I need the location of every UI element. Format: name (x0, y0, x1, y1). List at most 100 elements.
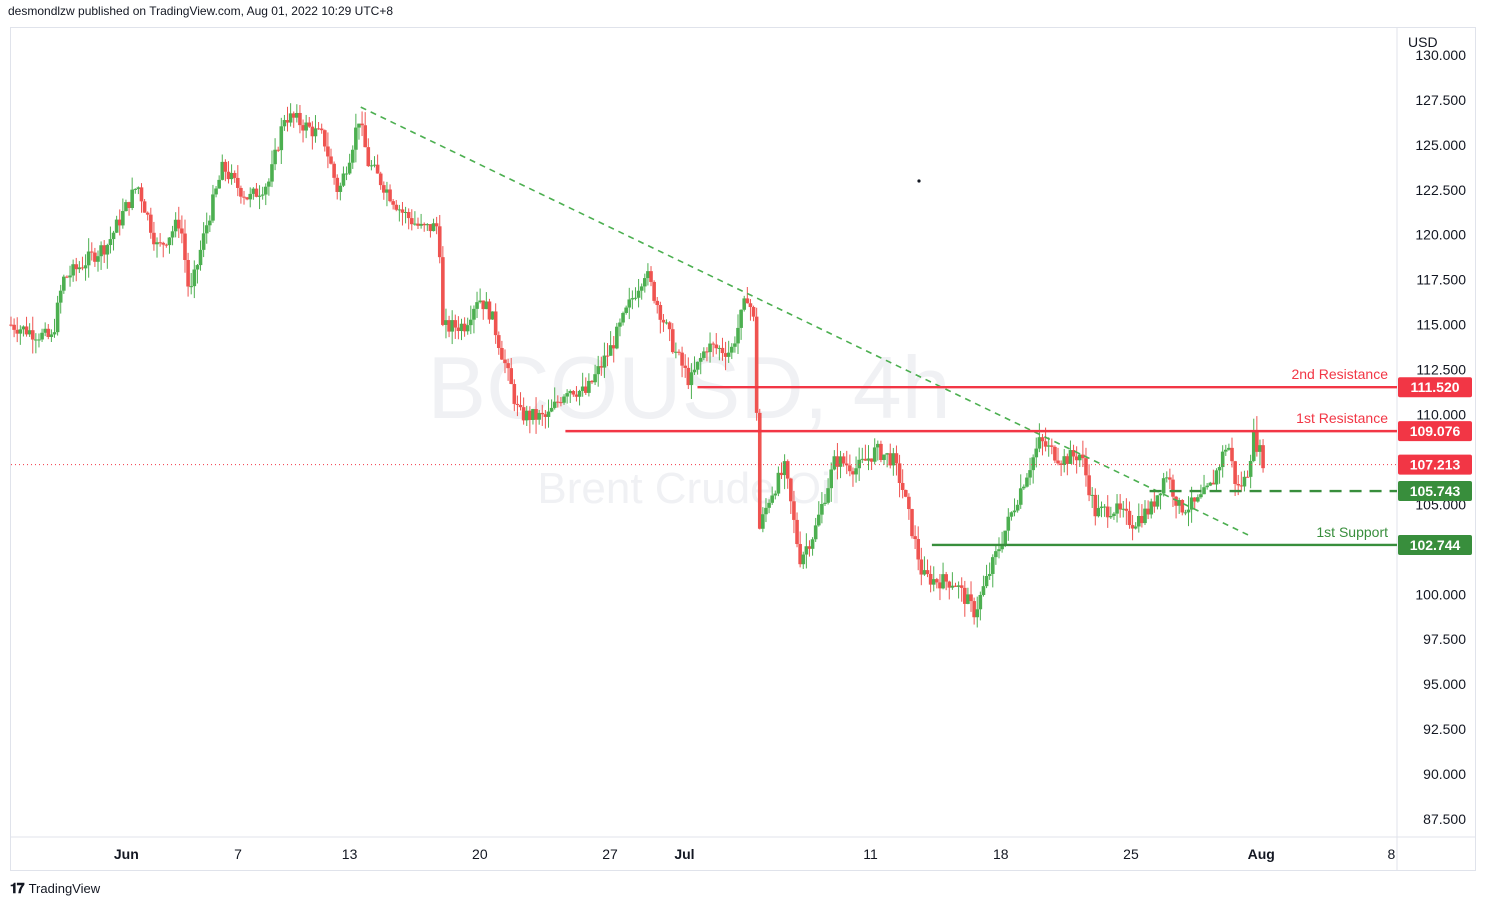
candle-body (12, 324, 16, 330)
candle-body (1183, 512, 1188, 514)
candle-body (329, 156, 333, 164)
candle-body (894, 453, 899, 464)
candle-body (966, 594, 970, 604)
candle-body (441, 257, 445, 325)
x-tick-label: Aug (1248, 846, 1275, 862)
candle-body (372, 164, 377, 166)
candle-body (605, 355, 610, 357)
candle-body (590, 380, 594, 383)
candle-body (990, 557, 995, 574)
candle-body (111, 232, 116, 240)
candle-body (804, 546, 809, 555)
candle-body (80, 267, 85, 269)
candle-body (52, 332, 57, 335)
x-tick-label: 7 (234, 846, 242, 862)
candle-body (931, 579, 936, 585)
candle-body (897, 463, 902, 483)
candle-body (739, 309, 743, 328)
tradingview-footer[interactable]: 𝟏𝟕 TradingView (10, 880, 100, 897)
candle-body (1000, 544, 1004, 550)
candle-body (1189, 497, 1194, 510)
candle-body (1102, 506, 1107, 508)
candle-body (127, 202, 131, 209)
candle-body (509, 368, 514, 384)
candle-body (313, 128, 318, 137)
candle-body (270, 164, 274, 182)
candle-body (304, 122, 308, 131)
candle-body (851, 471, 855, 475)
candle-body (391, 201, 395, 205)
candle-body (1174, 496, 1178, 506)
candle-body (226, 171, 231, 180)
candle-body (487, 301, 492, 320)
candle-body (133, 188, 138, 190)
candle-body (608, 345, 613, 356)
candle-body (428, 224, 433, 232)
price-tag (1398, 534, 1472, 555)
candle-body (776, 472, 781, 494)
candle-body (357, 123, 361, 128)
candle-body (1255, 430, 1259, 452)
candle-body (208, 220, 212, 226)
candle-body (580, 386, 585, 391)
candle-body (385, 189, 389, 193)
candle-body (726, 352, 731, 357)
candle-body (279, 126, 284, 151)
candle-body (857, 459, 861, 469)
candle-body (692, 369, 697, 373)
candle-body (83, 265, 88, 269)
candle-body (757, 412, 762, 529)
y-tick-label: 115.000 (1416, 317, 1466, 333)
candle-body (1143, 508, 1147, 524)
candle-body (543, 414, 548, 417)
y-tick-label: 112.500 (1416, 362, 1466, 378)
candle-body (848, 465, 852, 472)
candle-body (1261, 445, 1265, 469)
candle-body (1025, 477, 1029, 487)
candle-body (40, 332, 44, 340)
candle-body (997, 549, 1001, 552)
candle-body (71, 264, 75, 276)
candle-body (1028, 470, 1032, 478)
price-tag (1398, 421, 1472, 442)
candle-body (987, 573, 992, 576)
candle-body (145, 212, 150, 215)
candle-body (245, 197, 249, 200)
candle-body (621, 312, 625, 323)
candle-body (1130, 525, 1135, 529)
candle-body (68, 275, 72, 278)
x-tick-label: 8 (1388, 846, 1396, 862)
candle-body (164, 244, 169, 246)
candle-body (1081, 454, 1085, 459)
candle-body (99, 245, 103, 257)
level-name: 2nd Resistance (1291, 366, 1388, 382)
candle-body (1208, 482, 1213, 486)
footer-brand-text: TradingView (28, 881, 101, 896)
last-price-tag-label: 107.213 (1410, 457, 1461, 473)
candle-body (214, 188, 218, 195)
candle-body (1258, 445, 1262, 452)
candle-body (459, 323, 464, 332)
candle-body (677, 351, 681, 353)
candle-body (475, 302, 479, 309)
candle-body (301, 125, 305, 131)
candle-body (375, 164, 380, 174)
candle-body (969, 594, 973, 602)
candle-body (1239, 485, 1244, 487)
candle-body (888, 453, 893, 466)
candle-body (102, 245, 107, 255)
candle-body (798, 544, 802, 565)
candle-body (15, 329, 20, 334)
candle-body (978, 594, 983, 610)
candle-body (1236, 483, 1241, 486)
candle-body (975, 609, 980, 618)
candle-body (1009, 512, 1014, 517)
candle-body (1053, 446, 1057, 461)
candle-body (481, 300, 486, 310)
candle-body (869, 458, 874, 462)
candle-body (232, 172, 237, 178)
candle-body (350, 149, 355, 163)
candle-body (65, 276, 69, 278)
candle-body (723, 353, 728, 357)
